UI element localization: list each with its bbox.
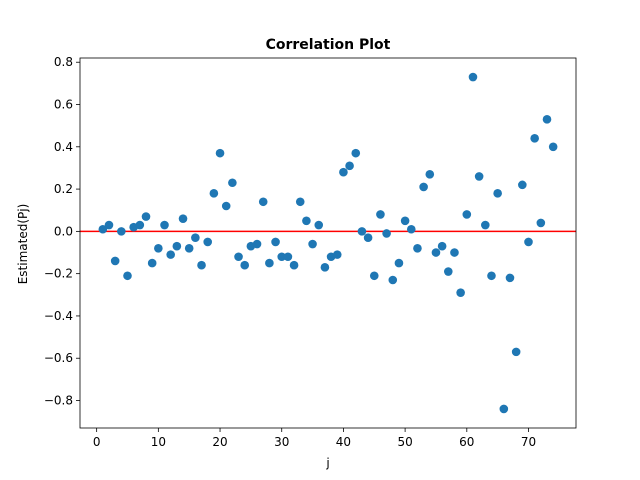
y-axis-label: Estimated(Pj) [16,204,30,285]
data-point [178,214,188,223]
y-tick-label: 0.2 [54,182,73,196]
x-tick-label: 70 [521,435,536,449]
data-point [505,273,515,283]
data-point [147,258,157,268]
data-point [271,237,280,247]
data-point [209,189,219,198]
x-tick-label: 20 [212,435,227,449]
data-point [135,220,145,230]
data-point [258,197,268,207]
data-point [376,210,385,219]
data-point [413,243,422,253]
data-point [382,229,391,238]
data-point [437,241,447,251]
data-point [252,239,262,249]
y-tick-label: 0.8 [54,55,73,69]
data-point [363,233,373,243]
data-point [499,404,509,414]
data-point [548,142,558,152]
data-point [357,227,367,236]
data-point [450,248,459,257]
data-point [166,250,175,259]
data-point [283,252,293,262]
data-point [234,252,243,262]
data-point [240,260,250,270]
data-point [542,115,552,124]
x-tick-label: 50 [397,435,412,449]
data-point [487,271,496,281]
data-point [160,220,169,230]
data-point [228,178,237,188]
data-point [339,167,348,177]
data-point [493,189,502,198]
y-tick-label: 0.6 [54,98,73,112]
data-point [265,258,274,268]
data-point [406,224,416,234]
data-point [431,248,441,257]
data-point [302,216,311,226]
data-point [425,169,435,179]
data-point [351,148,361,158]
data-point [388,275,398,285]
data-point [530,134,539,143]
data-point [345,161,354,171]
data-point [369,271,379,281]
data-point [141,212,151,221]
x-tick-label: 60 [459,435,474,449]
data-point [468,72,478,82]
data-point [332,250,342,259]
data-point [524,237,533,247]
y-tick-label: 0.4 [54,140,73,154]
y-tick-label: −0.4 [44,309,73,323]
x-tick-label: 0 [93,435,101,449]
data-point [104,220,114,230]
data-point [277,252,287,262]
data-point [203,237,213,247]
data-point [474,172,484,181]
data-point [117,227,126,236]
axes-frame [79,57,577,429]
data-point [215,148,225,158]
data-point [518,180,527,190]
data-point [289,260,299,270]
data-point [98,224,108,234]
data-point [511,347,521,357]
plot-area: 0 10 20 30 40 50 60 70 −0.8 −0.6 −0.4 −0.2 0.0 0.2 0.4… [44,55,577,449]
data-point [320,263,330,272]
data-point [221,201,231,211]
data-point [314,220,324,230]
data-point [184,243,194,253]
data-point [443,267,453,276]
data-point [536,218,546,228]
y-tick-label: −0.8 [44,394,73,408]
y-tick-label: −0.6 [44,351,73,365]
y-tick-label: −0.2 [44,267,73,281]
data-point [172,241,182,251]
chart-title: Correlation Plot [266,37,391,53]
data-point [123,271,132,281]
data-point [462,210,472,219]
data-point [191,233,200,243]
data-point [456,288,465,297]
x-tick-label: 10 [151,435,166,449]
data-point [394,258,404,268]
data-point [308,239,317,249]
x-axis-label: j [325,456,329,470]
data-point [154,243,163,253]
data-point [197,260,206,270]
data-point [481,220,490,230]
data-point [419,182,428,192]
x-tick-label: 30 [274,435,289,449]
y-tick-label: 0.0 [54,224,73,238]
x-tick-label: 40 [336,435,351,449]
data-point [295,197,305,207]
data-point [110,256,120,266]
data-point [400,216,410,226]
